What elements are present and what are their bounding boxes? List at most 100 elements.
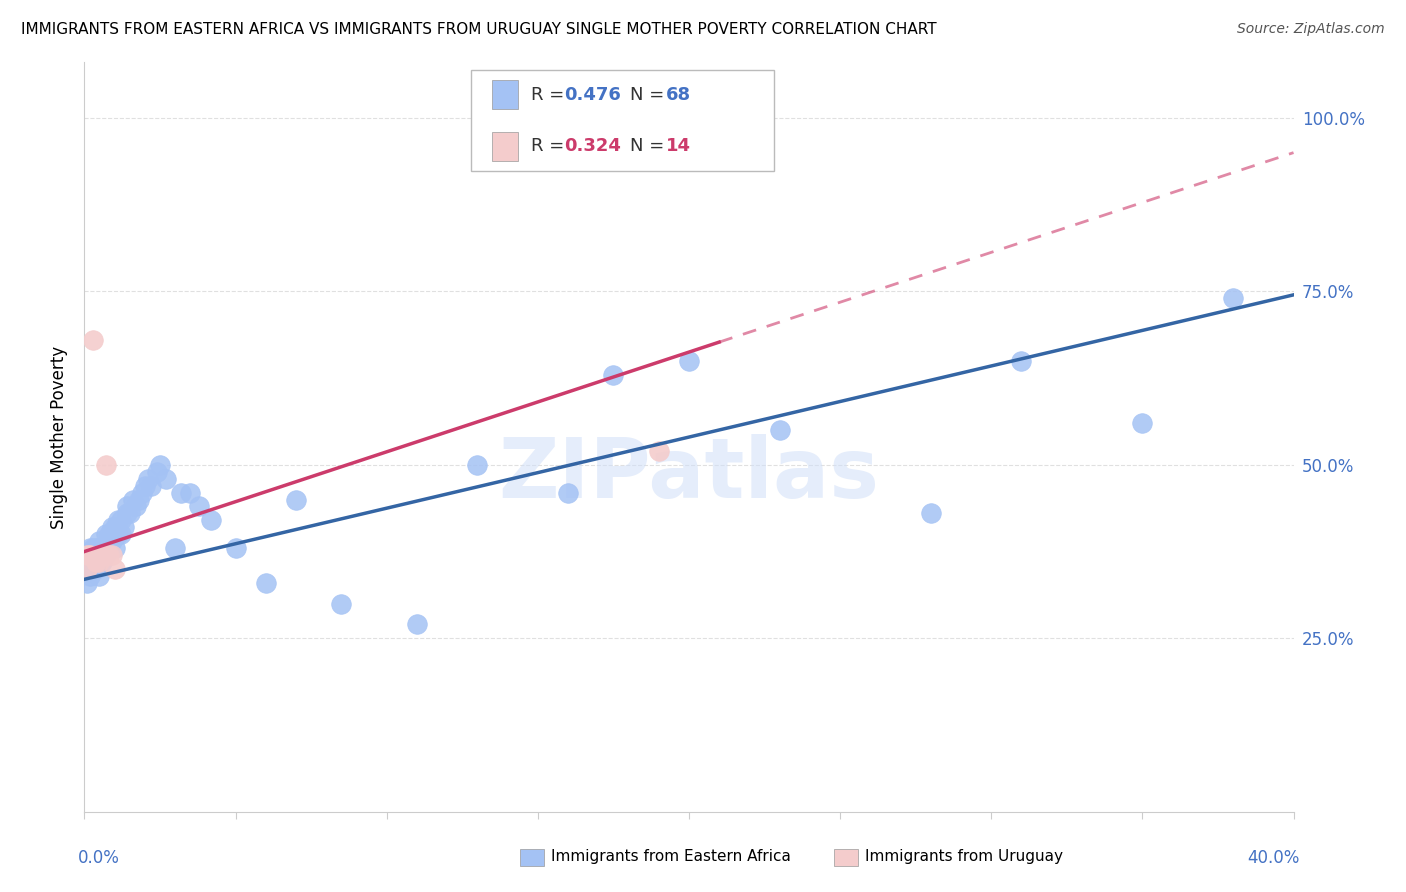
Point bbox=[82, 548, 104, 562]
Point bbox=[94, 548, 117, 562]
Text: R =: R = bbox=[530, 137, 569, 155]
Point bbox=[94, 527, 117, 541]
Text: 68: 68 bbox=[666, 86, 692, 103]
Text: 0.324: 0.324 bbox=[564, 137, 621, 155]
Point bbox=[89, 555, 111, 569]
Point bbox=[76, 562, 98, 576]
Point bbox=[89, 548, 111, 562]
Point bbox=[94, 548, 117, 562]
FancyBboxPatch shape bbox=[520, 849, 544, 865]
Point bbox=[1222, 291, 1244, 305]
Point bbox=[125, 500, 148, 514]
Point bbox=[1011, 353, 1033, 368]
Point bbox=[79, 548, 101, 562]
Point bbox=[139, 478, 162, 492]
Point bbox=[86, 555, 108, 569]
FancyBboxPatch shape bbox=[471, 70, 773, 171]
Point bbox=[91, 555, 114, 569]
Point bbox=[94, 458, 117, 472]
FancyBboxPatch shape bbox=[492, 80, 519, 109]
Point bbox=[920, 507, 942, 521]
Point bbox=[115, 500, 138, 514]
Point bbox=[557, 485, 579, 500]
Point bbox=[89, 541, 111, 555]
Text: ZIPatlas: ZIPatlas bbox=[499, 434, 879, 515]
Point bbox=[100, 520, 122, 534]
Point bbox=[82, 562, 104, 576]
FancyBboxPatch shape bbox=[492, 132, 519, 161]
Point bbox=[104, 562, 127, 576]
Point bbox=[86, 541, 108, 555]
Point bbox=[97, 527, 120, 541]
Point bbox=[678, 353, 700, 368]
Point bbox=[79, 548, 101, 562]
Text: N =: N = bbox=[630, 86, 669, 103]
Text: 0.0%: 0.0% bbox=[79, 849, 120, 867]
Point bbox=[136, 472, 159, 486]
Text: 40.0%: 40.0% bbox=[1247, 849, 1299, 867]
Point bbox=[97, 541, 120, 555]
Point bbox=[602, 368, 624, 382]
Point bbox=[115, 507, 138, 521]
Point bbox=[155, 472, 177, 486]
Point bbox=[91, 541, 114, 555]
Point bbox=[97, 548, 120, 562]
Point bbox=[128, 492, 150, 507]
Point bbox=[188, 500, 211, 514]
Point bbox=[86, 548, 108, 562]
Point bbox=[104, 527, 127, 541]
Point bbox=[82, 541, 104, 555]
Point bbox=[110, 513, 132, 527]
Point bbox=[121, 492, 143, 507]
Point bbox=[179, 485, 201, 500]
Point bbox=[134, 478, 156, 492]
Point bbox=[769, 423, 792, 437]
Point bbox=[76, 548, 98, 562]
Text: Immigrants from Eastern Africa: Immigrants from Eastern Africa bbox=[551, 849, 792, 864]
Point bbox=[94, 541, 117, 555]
Point bbox=[330, 597, 353, 611]
Point bbox=[89, 534, 111, 549]
Point bbox=[79, 569, 101, 583]
Point bbox=[131, 485, 153, 500]
Text: 14: 14 bbox=[666, 137, 690, 155]
Point bbox=[89, 555, 111, 569]
Point bbox=[225, 541, 247, 555]
Point bbox=[285, 492, 308, 507]
Point bbox=[110, 527, 132, 541]
Point bbox=[200, 513, 222, 527]
Point bbox=[149, 458, 172, 472]
Point bbox=[86, 562, 108, 576]
Point bbox=[79, 555, 101, 569]
Text: R =: R = bbox=[530, 86, 569, 103]
Text: Source: ZipAtlas.com: Source: ZipAtlas.com bbox=[1237, 22, 1385, 37]
Point bbox=[89, 569, 111, 583]
Point bbox=[100, 548, 122, 562]
Point bbox=[104, 541, 127, 555]
Point bbox=[76, 575, 98, 590]
Point bbox=[107, 513, 129, 527]
Point bbox=[254, 575, 277, 590]
Point bbox=[648, 444, 671, 458]
Point bbox=[467, 458, 489, 472]
Point bbox=[1130, 416, 1153, 430]
Point bbox=[91, 548, 114, 562]
Point bbox=[76, 548, 98, 562]
Point bbox=[104, 520, 127, 534]
Text: N =: N = bbox=[630, 137, 669, 155]
Text: Immigrants from Uruguay: Immigrants from Uruguay bbox=[866, 849, 1063, 864]
Point bbox=[146, 465, 169, 479]
Text: 0.476: 0.476 bbox=[564, 86, 621, 103]
Point bbox=[82, 555, 104, 569]
Point bbox=[112, 520, 135, 534]
Point bbox=[406, 617, 429, 632]
Point bbox=[89, 548, 111, 562]
Point bbox=[118, 507, 141, 521]
Point bbox=[82, 333, 104, 347]
Point bbox=[107, 527, 129, 541]
Point bbox=[165, 541, 187, 555]
FancyBboxPatch shape bbox=[834, 849, 858, 865]
Text: IMMIGRANTS FROM EASTERN AFRICA VS IMMIGRANTS FROM URUGUAY SINGLE MOTHER POVERTY : IMMIGRANTS FROM EASTERN AFRICA VS IMMIGR… bbox=[21, 22, 936, 37]
Point bbox=[170, 485, 193, 500]
Point bbox=[76, 562, 98, 576]
